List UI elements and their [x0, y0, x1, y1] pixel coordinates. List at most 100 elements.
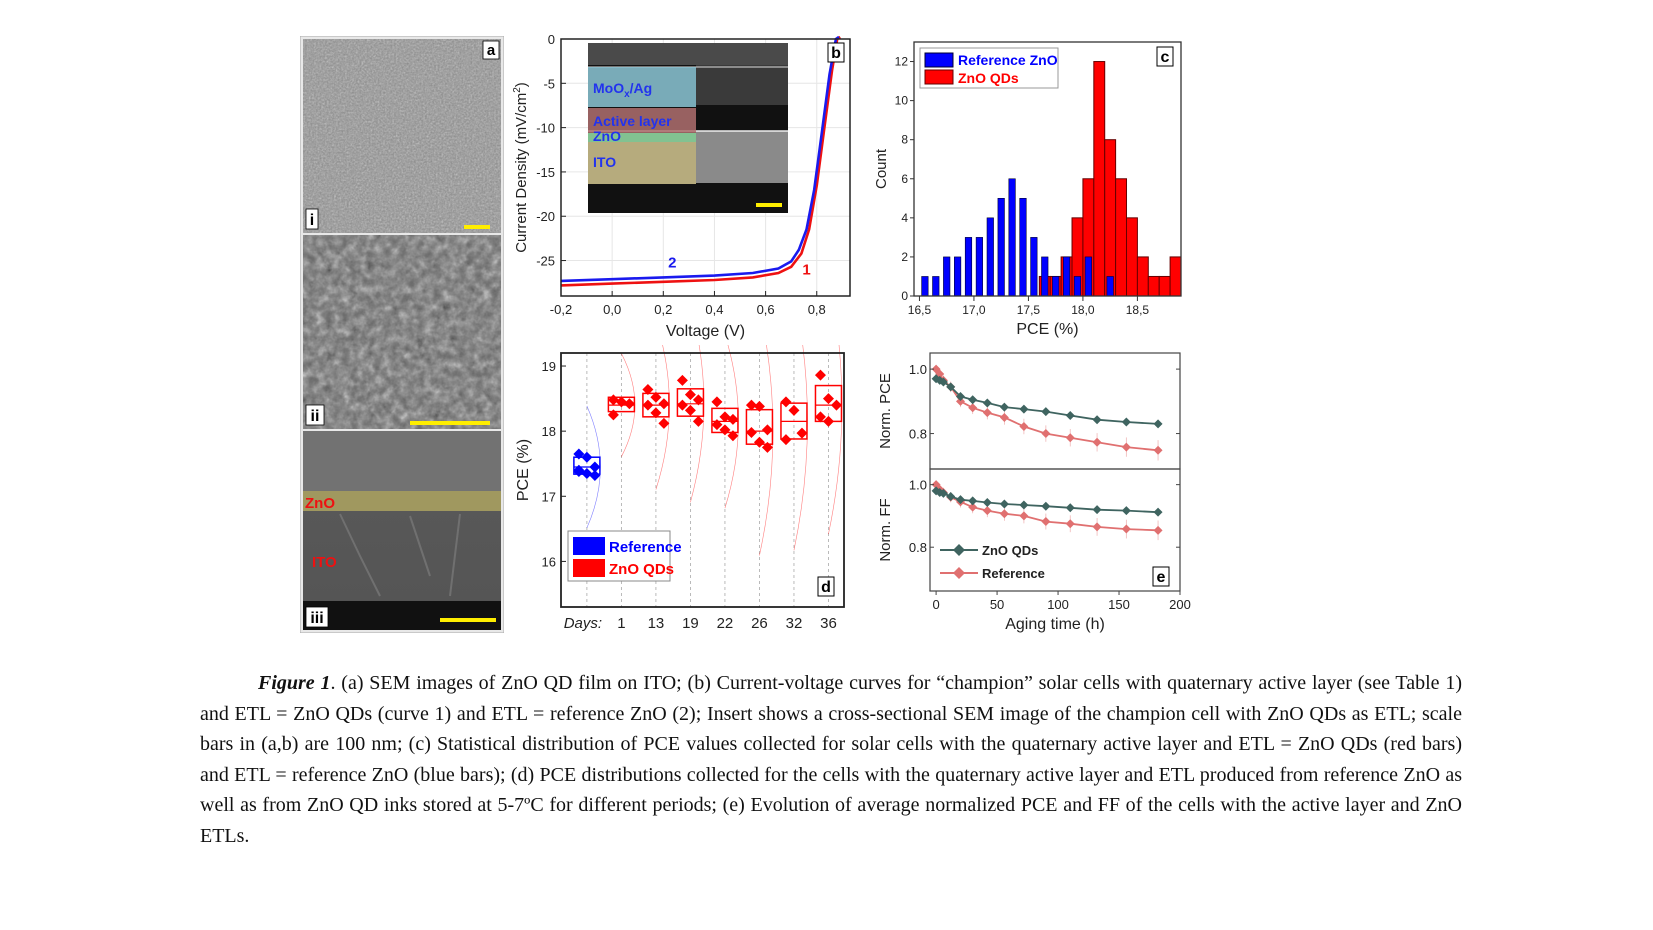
x-tick-label-day: 26 — [751, 615, 768, 632]
data-point — [938, 488, 948, 498]
curve-label-2: 2 — [668, 255, 676, 272]
data-point — [830, 399, 842, 411]
legend-swatch-zno-qds — [924, 69, 954, 85]
inset-scale-bar — [756, 203, 782, 207]
inset-moox — [696, 65, 788, 105]
panel-label-e: e — [1157, 569, 1166, 586]
x-tick-label: -0,2 — [550, 302, 572, 317]
panel-a-sem-images: a i ii iii ZnO ITO — [300, 36, 504, 633]
y-axis-title-part: ) — [513, 82, 530, 87]
inset-label-moox-rest: /Ag — [630, 80, 653, 96]
data-point — [1153, 507, 1163, 517]
panel-label-b: b — [831, 45, 841, 62]
data-point — [711, 396, 723, 408]
bar-reference-zno — [1052, 276, 1060, 297]
data-point — [607, 394, 619, 406]
inset-layer-moox — [588, 67, 696, 107]
inset-top — [588, 43, 788, 65]
bar-zno-qds — [1126, 217, 1138, 297]
panel-label-box — [1156, 46, 1174, 67]
data-point — [935, 487, 945, 497]
x-axis-title: Aging time (h) — [1005, 616, 1105, 633]
x-tick-label-day: 1 — [617, 615, 625, 632]
data-point — [692, 415, 704, 427]
data-point — [982, 497, 992, 507]
data-point — [573, 448, 585, 460]
series-line-curve-2 — [560, 35, 840, 283]
x-tick-label: 0,0 — [603, 302, 621, 317]
legend-swatch-reference-zno — [924, 52, 954, 68]
inset-label-moox-sub: x — [624, 89, 630, 100]
data-point — [1065, 503, 1075, 513]
plot-frame — [560, 352, 845, 608]
distribution-curve — [793, 345, 808, 551]
y-tick-label: 16 — [542, 554, 556, 569]
y-tick-label: 1.0 — [909, 478, 927, 493]
legend-label-zno-qds: ZnO QDs — [609, 561, 674, 578]
data-point — [814, 411, 826, 423]
data-point — [761, 424, 773, 436]
data-point — [1041, 517, 1051, 527]
x-tick-label-day: 32 — [786, 615, 803, 632]
bar-reference-zno — [1041, 256, 1049, 297]
bar-reference-zno — [943, 256, 951, 297]
figure-caption: Figure 1. (a) SEM images of ZnO QD film … — [200, 668, 1462, 851]
data-point — [650, 407, 662, 419]
data-point — [935, 375, 945, 385]
data-point — [955, 396, 965, 406]
y-tick-label: 10 — [895, 94, 909, 108]
panel-label-a: a — [487, 42, 496, 59]
inset-layer-ito — [588, 142, 696, 184]
data-point — [814, 369, 826, 381]
series-line-zno-qds — [935, 377, 1159, 425]
x-tick-label-day: 36 — [820, 615, 837, 632]
plot-frame — [913, 41, 1182, 297]
y-axis-title-part: Current Density (mV/cm — [513, 93, 530, 253]
bar-reference-zno — [921, 276, 929, 297]
data-point — [676, 399, 688, 411]
y-axis-title: Norm. PCE — [877, 373, 894, 449]
data-point — [968, 496, 978, 506]
data-point — [938, 377, 948, 387]
bar-zno-qds — [1147, 275, 1160, 297]
x-tick-label: 0,6 — [757, 302, 775, 317]
distribution-curve — [828, 345, 843, 535]
chart-d-pce-boxplot: 16 17 18 19 Days: 1 13 19 22 26 32 36 PCE (%) Referen… — [515, 345, 845, 632]
label-ito: ITO — [312, 554, 337, 571]
legend-swatch-zno-qds — [573, 559, 605, 577]
x-tick-label: 0,8 — [808, 302, 826, 317]
panel-label-box — [817, 576, 835, 597]
data-point — [1121, 417, 1131, 427]
data-point — [1153, 445, 1163, 455]
data-point — [1092, 437, 1102, 447]
y-tick-label: 2 — [901, 250, 908, 264]
sub-label-iii: iii — [310, 610, 323, 627]
data-point — [780, 434, 792, 446]
data-point — [968, 395, 978, 405]
data-point — [1153, 419, 1163, 429]
data-point — [1019, 511, 1029, 521]
legend-marker — [953, 544, 965, 556]
data-point — [615, 396, 627, 408]
y-axis-title: Current Density (mV/cm2) — [512, 82, 530, 253]
data-point — [1121, 524, 1131, 534]
data-point — [822, 393, 834, 405]
data-point — [999, 499, 1009, 509]
bar-zno-qds — [1136, 256, 1149, 297]
data-point — [1121, 442, 1131, 452]
data-point — [745, 426, 757, 438]
data-point — [642, 399, 654, 411]
curve-label-1: 1 — [802, 262, 810, 279]
x-tick-label: 100 — [1047, 597, 1069, 612]
y-tick-label: 18 — [542, 424, 556, 439]
data-point — [968, 502, 978, 512]
x-tick-label-day: 13 — [648, 615, 665, 632]
panel-label-box — [1152, 566, 1170, 587]
panel-label-d: d — [821, 579, 831, 596]
data-point — [1041, 429, 1051, 439]
data-point — [727, 413, 739, 425]
data-point — [999, 412, 1009, 422]
data-point — [1019, 404, 1029, 414]
y-tick-label: 8 — [901, 133, 908, 147]
